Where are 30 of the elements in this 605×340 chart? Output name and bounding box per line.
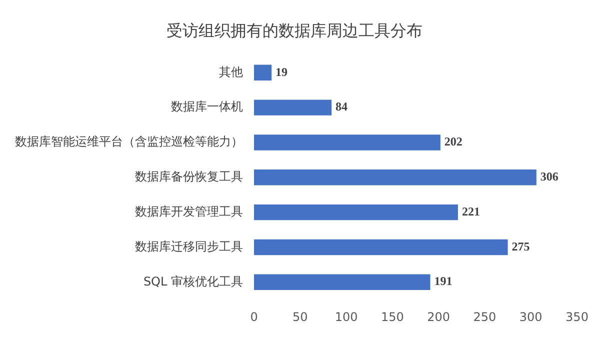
y-tick-label: 其他 <box>219 64 243 79</box>
y-tick-label: 数据库迁移同步工具 <box>135 239 243 254</box>
x-tick-label: 300 <box>519 310 542 324</box>
chart-title: 受访组织拥有的数据库周边工具分布 <box>166 20 422 40</box>
data-label: 221 <box>462 204 480 218</box>
x-tick-label: 250 <box>473 310 496 324</box>
y-tick-label: SQL 审核优化工具 <box>143 274 243 288</box>
data-label: 202 <box>444 134 462 149</box>
x-tick-label: 50 <box>292 310 308 324</box>
data-label: 306 <box>540 169 558 184</box>
bar <box>254 64 272 81</box>
bar <box>254 204 458 220</box>
data-label: 275 <box>512 239 530 254</box>
x-tick-label: 100 <box>334 310 358 324</box>
data-label: 19 <box>276 64 288 79</box>
x-tick-label: 150 <box>380 310 404 324</box>
bar <box>254 170 536 186</box>
y-tick-label: 数据库一体机 <box>171 100 243 114</box>
y-tick-label: 数据库智能运维平台（含监控巡检等能力） <box>15 134 243 149</box>
y-tick-label: 数据库备份恢复工具 <box>135 170 243 184</box>
x-tick-label: 0 <box>250 310 258 324</box>
data-label: 84 <box>336 100 348 114</box>
x-tick-label: 200 <box>427 310 450 324</box>
bar <box>254 134 440 150</box>
bar <box>254 274 430 290</box>
bar <box>254 100 332 116</box>
bar <box>254 239 508 256</box>
y-tick-label: 数据库开发管理工具 <box>135 204 243 218</box>
data-label: 191 <box>434 274 452 288</box>
x-tick-label: 350 <box>566 310 588 324</box>
